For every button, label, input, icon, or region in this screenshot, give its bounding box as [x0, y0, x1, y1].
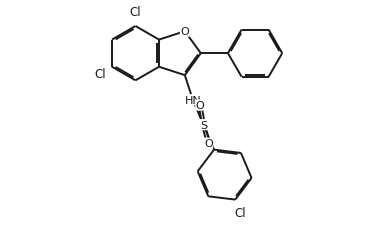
Text: S: S [200, 120, 207, 130]
Text: O: O [204, 138, 213, 148]
Text: Cl: Cl [235, 206, 246, 219]
Text: HN: HN [185, 95, 201, 105]
Text: Cl: Cl [94, 68, 105, 81]
Text: O: O [196, 101, 204, 111]
Text: O: O [180, 27, 189, 37]
Text: Cl: Cl [130, 6, 141, 19]
